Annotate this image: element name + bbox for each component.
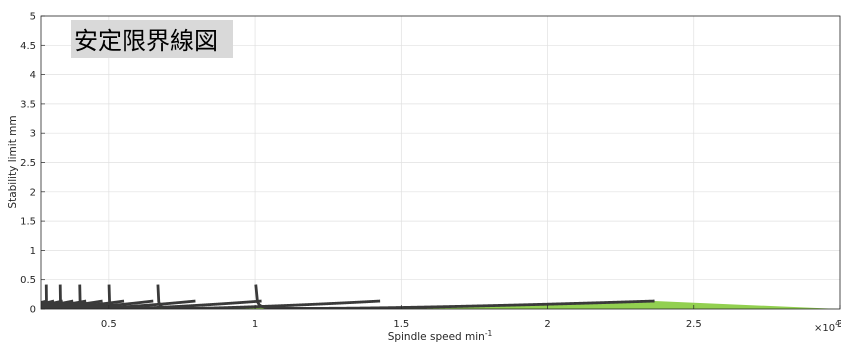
y-axis-ticks: 0 0.5 1 1.5 2 2.5 3 3.5 4 4.5 5 [20, 12, 45, 316]
y-tick-label-0: 0 [30, 305, 36, 316]
y-tick-label-10: 5 [30, 12, 36, 23]
lobe-curve-1 [254, 284, 656, 309]
y-tick-label-2: 1 [30, 246, 36, 257]
annotation-box [71, 20, 233, 58]
x-tick-label-3: 2 [544, 319, 550, 330]
y-tick-label-3: 1.5 [20, 217, 36, 228]
y-tick-label-8: 4 [30, 70, 36, 81]
y-tick-label-1: 0.5 [20, 275, 36, 286]
x-tick-label-0: 0.5 [101, 319, 117, 330]
y-tick-label-4: 2 [30, 187, 36, 198]
y-axis-label: Stability limit mm [7, 115, 19, 208]
lobe-curve-9 [41, 299, 75, 309]
lobe-curves [0, 284, 656, 309]
x-tick-label-5: 3 [837, 319, 841, 330]
annotation-text: 安定限界線図 [74, 27, 218, 55]
grid-lines [41, 15, 841, 310]
y-tick-label-5: 2.5 [20, 158, 36, 169]
lobe-curve-2 [156, 284, 382, 309]
lobe-curve-8 [41, 299, 88, 309]
y-tick-label-6: 3 [30, 129, 36, 140]
lobe-curve-15 [0, 285, 30, 309]
x-tick-label-2: 1.5 [393, 319, 409, 330]
lobe-curve-4 [78, 284, 197, 309]
x-tick-label-1: 1 [252, 319, 258, 330]
stable-region-fill [41, 301, 840, 309]
lobe-curve-5 [58, 284, 155, 309]
x-axis-label: Spindle speed min-1 [388, 329, 493, 343]
lobe-curve-11 [41, 299, 56, 306]
x-axis-ticks: 0.5 1 1.5 2 2.5 3 [101, 305, 841, 330]
x-tick-label-4: 2.5 [686, 319, 702, 330]
y-tick-label-7: 3.5 [20, 99, 36, 110]
y-tick-label-9: 4.5 [20, 41, 36, 52]
x-axis-exponent: ×104 [814, 319, 840, 334]
lobe-curve-10 [41, 299, 64, 307]
lobe-curve-3 [107, 284, 263, 309]
